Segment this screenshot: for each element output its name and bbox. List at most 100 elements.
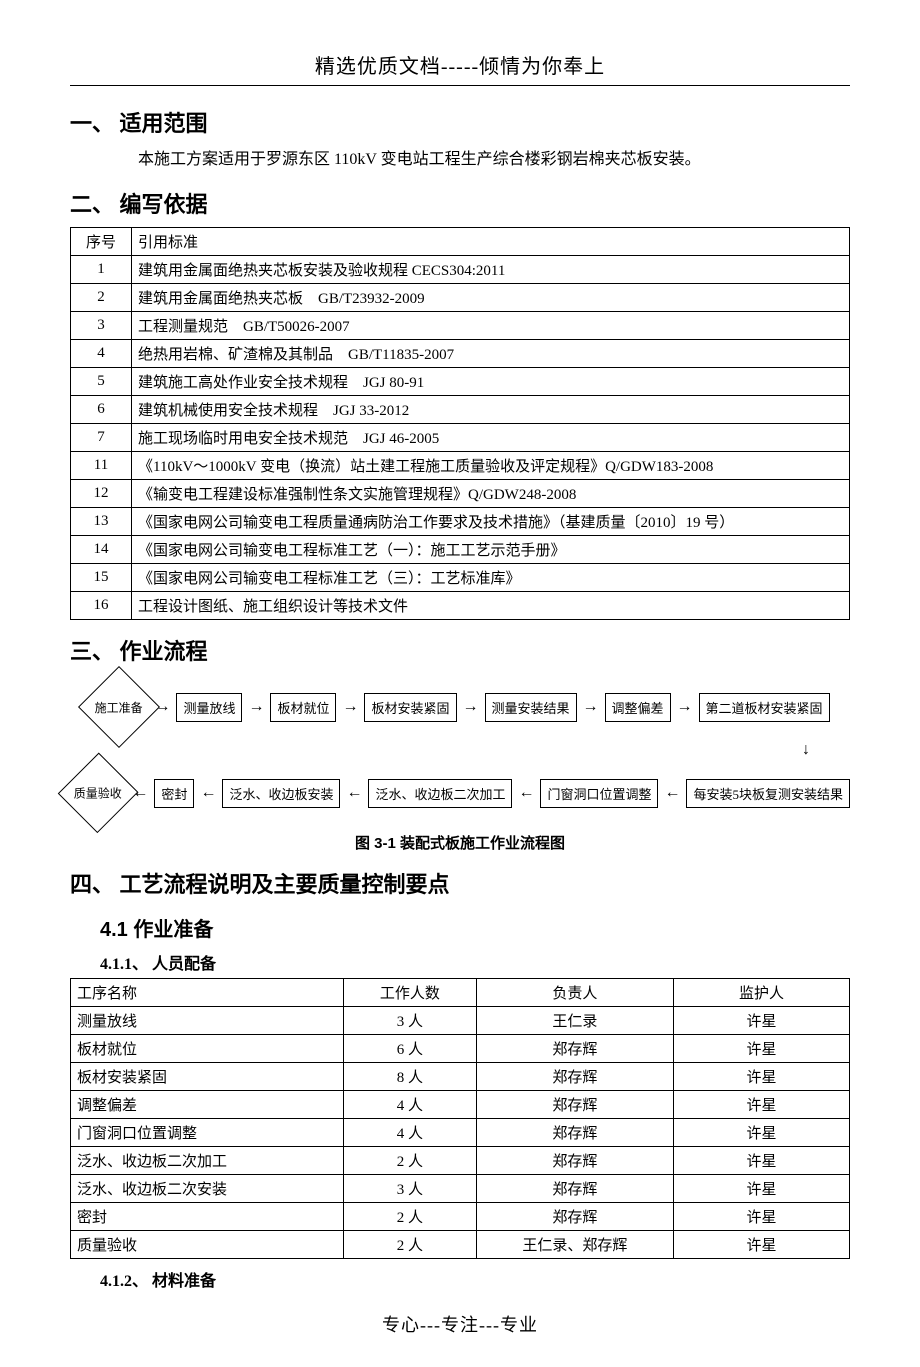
cell-watch: 许星 <box>674 1231 850 1259</box>
section-3-heading: 三、 作业流程 <box>70 634 850 666</box>
col-header-standard: 引用标准 <box>132 228 850 256</box>
col-header-count: 工作人数 <box>343 979 476 1007</box>
arrow-right-icon: → <box>461 698 481 716</box>
cell-standard: 建筑用金属面绝热夹芯板 GB/T23932-2009 <box>132 284 850 312</box>
sub-4-1-1-title: 人员配备 <box>152 956 216 973</box>
cell-watch: 许星 <box>674 1175 850 1203</box>
table-row: 2建筑用金属面绝热夹芯板 GB/T23932-2009 <box>71 284 850 312</box>
cell-standard: 《输变电工程建设标准强制性条文实施管理规程》Q/GDW248-2008 <box>132 480 850 508</box>
flow-down-arrow-row: ↓ <box>70 742 850 758</box>
cell-index: 1 <box>71 256 132 284</box>
cell-index: 13 <box>71 508 132 536</box>
flow-node: 板材安装紧固 <box>364 693 456 722</box>
staffing-table: 工序名称 工作人数 负责人 监护人 测量放线3 人王仁录许星板材就位6 人郑存辉… <box>70 978 850 1259</box>
section-1-heading: 一、 适用范围 <box>70 106 850 138</box>
cell-proc: 密封 <box>71 1203 344 1231</box>
table-row: 质量验收2 人王仁录、郑存辉许星 <box>71 1231 850 1259</box>
flowchart: 施工准备 → 测量放线→板材就位→板材安装紧固→测量安装结果→调整偏差→第二道板… <box>70 678 850 822</box>
references-table: 序号 引用标准 1建筑用金属面绝热夹芯板安装及验收规程 CECS304:2011… <box>70 227 850 620</box>
cell-count: 8 人 <box>343 1063 476 1091</box>
table-row: 7施工现场临时用电安全技术规范 JGJ 46-2005 <box>71 424 850 452</box>
page-header: 精选优质文档-----倾情为你奉上 <box>70 50 850 86</box>
cell-watch: 许星 <box>674 1091 850 1119</box>
flow-start-diamond: 施工准备 <box>78 666 160 748</box>
table-row: 调整偏差4 人郑存辉许星 <box>71 1091 850 1119</box>
section-4-num: 四、 <box>70 867 114 899</box>
table-row: 14《国家电网公司输变电工程标准工艺（一）：施工工艺示范手册》 <box>71 536 850 564</box>
cell-index: 14 <box>71 536 132 564</box>
cell-index: 12 <box>71 480 132 508</box>
cell-count: 2 人 <box>343 1147 476 1175</box>
cell-proc: 泛水、收边板二次安装 <box>71 1175 344 1203</box>
cell-index: 15 <box>71 564 132 592</box>
table-header-row: 序号 引用标准 <box>71 228 850 256</box>
flow-node: 密封 <box>154 779 194 808</box>
cell-count: 2 人 <box>343 1203 476 1231</box>
arrow-left-icon: ← <box>516 784 536 802</box>
cell-lead: 郑存辉 <box>476 1063 673 1091</box>
table-row: 泛水、收边板二次安装3 人郑存辉许星 <box>71 1175 850 1203</box>
cell-standard: 《国家电网公司输变电工程标准工艺（一）：施工工艺示范手册》 <box>132 536 850 564</box>
cell-proc: 门窗洞口位置调整 <box>71 1119 344 1147</box>
table-row: 13《国家电网公司输变电工程质量通病防治工作要求及技术措施》（基建质量〔2010… <box>71 508 850 536</box>
table-row: 门窗洞口位置调整4 人郑存辉许星 <box>71 1119 850 1147</box>
cell-proc: 测量放线 <box>71 1007 344 1035</box>
table-row: 5建筑施工高处作业安全技术规程 JGJ 80-91 <box>71 368 850 396</box>
cell-proc: 板材就位 <box>71 1035 344 1063</box>
section-2-title: 编写依据 <box>120 192 208 217</box>
arrow-right-icon: → <box>246 698 266 716</box>
cell-standard: 施工现场临时用电安全技术规范 JGJ 46-2005 <box>132 424 850 452</box>
cell-standard: 《110kV～1000kV 变电（换流）站土建工程施工质量验收及评定规程》Q/G… <box>132 452 850 480</box>
cell-index: 16 <box>71 592 132 620</box>
cell-standard: 建筑施工高处作业安全技术规程 JGJ 80-91 <box>132 368 850 396</box>
cell-standard: 绝热用岩棉、矿渣棉及其制品 GB/T11835-2007 <box>132 340 850 368</box>
table-row: 泛水、收边板二次加工2 人郑存辉许星 <box>71 1147 850 1175</box>
cell-watch: 许星 <box>674 1007 850 1035</box>
cell-proc: 泛水、收边板二次加工 <box>71 1147 344 1175</box>
cell-index: 11 <box>71 452 132 480</box>
arrow-left-icon: ← <box>344 784 364 802</box>
col-header-lead: 负责人 <box>476 979 673 1007</box>
sub-4-1-2-num: 4.1.2、 <box>100 1273 148 1290</box>
flow-start-label: 施工准备 <box>95 699 143 716</box>
flow-end-label: 质量验收 <box>74 785 122 802</box>
cell-standard: 工程设计图纸、施工组织设计等技术文件 <box>132 592 850 620</box>
cell-index: 4 <box>71 340 132 368</box>
cell-standard: 建筑用金属面绝热夹芯板安装及验收规程 CECS304:2011 <box>132 256 850 284</box>
col-header-proc: 工序名称 <box>71 979 344 1007</box>
cell-count: 3 人 <box>343 1175 476 1203</box>
cell-count: 2 人 <box>343 1231 476 1259</box>
table-row: 12《输变电工程建设标准强制性条文实施管理规程》Q/GDW248-2008 <box>71 480 850 508</box>
arrow-right-icon: → <box>581 698 601 716</box>
table-row: 测量放线3 人王仁录许星 <box>71 1007 850 1035</box>
flow-node: 板材就位 <box>270 693 336 722</box>
page-footer: 专心---专注---专业 <box>70 1311 850 1337</box>
cell-count: 4 人 <box>343 1119 476 1147</box>
flow-node: 第二道板材安装紧固 <box>699 693 830 722</box>
flow-node: 调整偏差 <box>605 693 671 722</box>
section-1-num: 一、 <box>70 106 114 138</box>
arrow-left-icon: ← <box>198 784 218 802</box>
flow-node: 测量放线 <box>176 693 242 722</box>
section-3-title: 作业流程 <box>120 639 208 664</box>
section-3-num: 三、 <box>70 634 114 666</box>
cell-lead: 王仁录、郑存辉 <box>476 1231 673 1259</box>
cell-proc: 质量验收 <box>71 1231 344 1259</box>
sub-4-1-1-num: 4.1.1、 <box>100 956 148 973</box>
cell-index: 3 <box>71 312 132 340</box>
flow-node: 每安装5块板复测安装结果 <box>686 779 850 808</box>
cell-watch: 许星 <box>674 1063 850 1091</box>
cell-lead: 郑存辉 <box>476 1147 673 1175</box>
cell-count: 6 人 <box>343 1035 476 1063</box>
cell-lead: 郑存辉 <box>476 1119 673 1147</box>
cell-watch: 许星 <box>674 1035 850 1063</box>
section-2-heading: 二、 编写依据 <box>70 187 850 219</box>
table-row: 1建筑用金属面绝热夹芯板安装及验收规程 CECS304:2011 <box>71 256 850 284</box>
subsection-4-1-1: 4.1.1、 人员配备 <box>100 950 850 974</box>
table-header-row: 工序名称 工作人数 负责人 监护人 <box>71 979 850 1007</box>
table-row: 3工程测量规范 GB/T50026-2007 <box>71 312 850 340</box>
table-row: 板材安装紧固8 人郑存辉许星 <box>71 1063 850 1091</box>
cell-index: 5 <box>71 368 132 396</box>
cell-watch: 许星 <box>674 1147 850 1175</box>
cell-standard: 《国家电网公司输变电工程标准工艺（三）：工艺标准库》 <box>132 564 850 592</box>
